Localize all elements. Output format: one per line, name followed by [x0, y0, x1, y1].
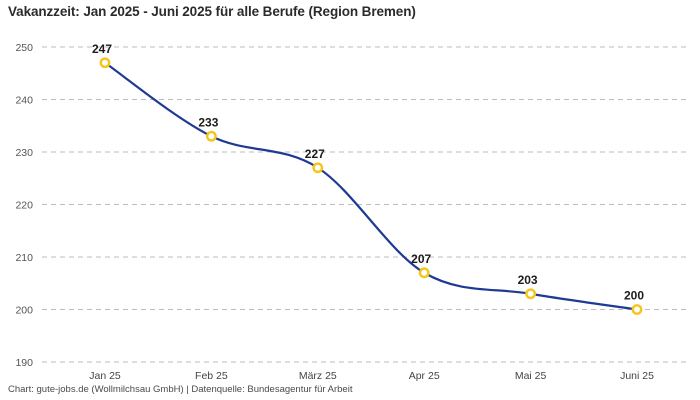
chart-source-footer: Chart: gute-jobs.de (Wollmilchsau GmbH) … [8, 384, 353, 395]
data-point-label-4: 203 [518, 273, 538, 287]
data-point-markers [99, 57, 643, 315]
y-tick-210: 210 [15, 252, 33, 264]
data-point-label-5: 200 [624, 289, 644, 303]
data-point-marker-4[interactable] [525, 288, 536, 300]
gridlines [42, 46, 690, 363]
y-tick-190: 190 [15, 357, 33, 369]
data-point-labels: 247 233 227 207 203 200 [92, 42, 644, 303]
data-point-marker-2[interactable] [312, 162, 324, 174]
chart-title: Vakanzzeit: Jan 2025 - Juni 2025 für all… [8, 4, 416, 19]
y-tick-250: 250 [15, 42, 33, 54]
x-tick-1: Feb 25 [195, 370, 228, 382]
x-tick-3: Apr 25 [409, 370, 440, 382]
data-point-marker-5[interactable] [631, 304, 643, 315]
y-tick-240: 240 [15, 95, 33, 107]
data-point-marker-1[interactable] [205, 130, 217, 142]
data-point-marker-0[interactable] [99, 57, 111, 69]
data-point-label-0: 247 [92, 42, 112, 56]
x-tick-5: Juni 25 [620, 370, 654, 382]
x-tick-2: März 25 [299, 370, 337, 382]
data-point-label-1: 233 [198, 115, 218, 129]
series-line-vakanzzeit [103, 61, 639, 311]
data-point-label-3: 207 [411, 252, 431, 266]
y-tick-200: 200 [15, 305, 33, 317]
y-tick-220: 220 [15, 200, 33, 212]
x-tick-0: Jan 25 [89, 370, 121, 382]
y-axis-tick-labels: 190 200 210 220 230 240 250 [15, 42, 33, 369]
y-tick-230: 230 [15, 147, 33, 159]
data-point-label-2: 227 [305, 147, 325, 161]
data-point-marker-3[interactable] [418, 267, 430, 279]
x-axis-tick-labels: Jan 25 Feb 25 März 25 Apr 25 Mai 25 Juni 25 [89, 370, 654, 382]
x-tick-4: Mai 25 [515, 370, 547, 382]
